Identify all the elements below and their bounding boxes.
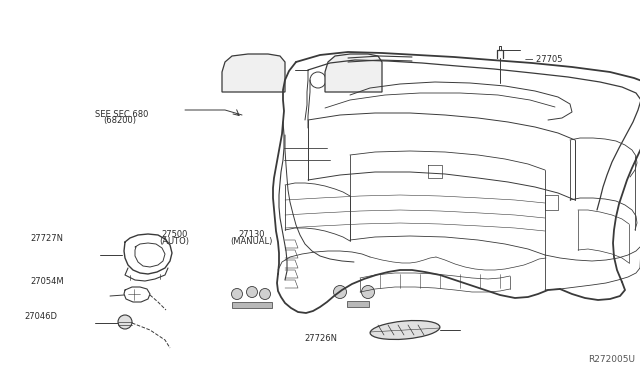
Text: (AUTO): (AUTO) — [159, 237, 189, 246]
Polygon shape — [325, 54, 382, 92]
Text: 27500: 27500 — [161, 230, 188, 239]
Text: R272005U: R272005U — [588, 355, 635, 364]
Text: — 27705: — 27705 — [525, 55, 563, 64]
Polygon shape — [222, 54, 285, 92]
Text: (68200): (68200) — [104, 116, 137, 125]
Circle shape — [259, 289, 271, 299]
Circle shape — [118, 315, 132, 329]
Text: 27046D: 27046D — [24, 312, 58, 321]
Bar — [232, 302, 272, 308]
Circle shape — [362, 285, 374, 298]
Text: 27727N: 27727N — [31, 234, 64, 243]
Text: SEE SEC.680: SEE SEC.680 — [95, 110, 148, 119]
Circle shape — [232, 289, 243, 299]
Circle shape — [333, 285, 346, 298]
Ellipse shape — [370, 321, 440, 340]
Text: (MANUAL): (MANUAL) — [230, 237, 273, 246]
Text: 27130: 27130 — [238, 230, 265, 239]
Text: 27726N: 27726N — [305, 334, 338, 343]
Text: 27054M: 27054M — [31, 277, 65, 286]
Circle shape — [246, 286, 257, 298]
Bar — [347, 301, 369, 307]
